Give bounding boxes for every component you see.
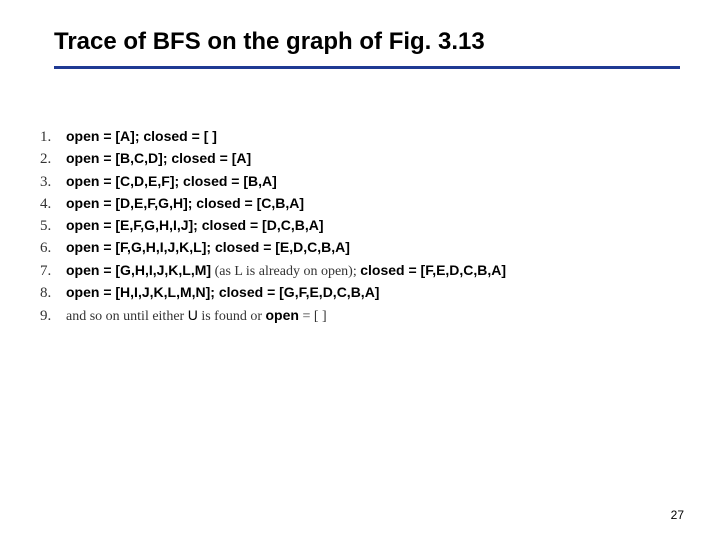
trace-row: 6. open = [F,G,H,I,J,K,L]; closed = [E,D…	[40, 238, 680, 258]
row-text: open = [A]; closed = [ ]	[66, 127, 217, 146]
row-number: 2.	[40, 149, 66, 169]
trace-row: 1. open = [A]; closed = [ ]	[40, 127, 680, 147]
page-number: 27	[671, 508, 684, 522]
row-number: 7.	[40, 261, 66, 281]
row-number: 3.	[40, 172, 66, 192]
row-text: open = [D,E,F,G,H]; closed = [C,B,A]	[66, 194, 304, 213]
row-text: and so on until either U is found or ope…	[66, 306, 327, 327]
row-text: open = [F,G,H,I,J,K,L]; closed = [E,D,C,…	[66, 238, 350, 257]
row-text: open = [B,C,D]; closed = [A]	[66, 149, 251, 168]
trace-row: 3. open = [C,D,E,F]; closed = [B,A]	[40, 172, 680, 192]
trace-row: 4. open = [D,E,F,G,H]; closed = [C,B,A]	[40, 194, 680, 214]
row-number: 5.	[40, 216, 66, 236]
slide: Trace of BFS on the graph of Fig. 3.13 1…	[0, 0, 720, 540]
row-text: open = [E,F,G,H,I,J]; closed = [D,C,B,A]	[66, 216, 323, 235]
row-number: 6.	[40, 238, 66, 258]
trace-row: 5. open = [E,F,G,H,I,J]; closed = [D,C,B…	[40, 216, 680, 236]
row-text: open = [G,H,I,J,K,L,M] (as L is already …	[66, 261, 506, 282]
trace-row: 8. open = [H,I,J,K,L,M,N]; closed = [G,F…	[40, 283, 680, 303]
row-number: 4.	[40, 194, 66, 214]
row-number: 8.	[40, 283, 66, 303]
row-text: open = [H,I,J,K,L,M,N]; closed = [G,F,E,…	[66, 283, 379, 302]
row-number: 9.	[40, 306, 66, 326]
slide-title: Trace of BFS on the graph of Fig. 3.13	[54, 28, 680, 69]
trace-list: 1. open = [A]; closed = [ ] 2. open = [B…	[40, 127, 680, 327]
row-number: 1.	[40, 127, 66, 147]
trace-row: 7. open = [G,H,I,J,K,L,M] (as L is alrea…	[40, 261, 680, 282]
row-text: open = [C,D,E,F]; closed = [B,A]	[66, 172, 277, 191]
trace-row-final: 9. and so on until either U is found or …	[40, 306, 680, 327]
trace-row: 2. open = [B,C,D]; closed = [A]	[40, 149, 680, 169]
